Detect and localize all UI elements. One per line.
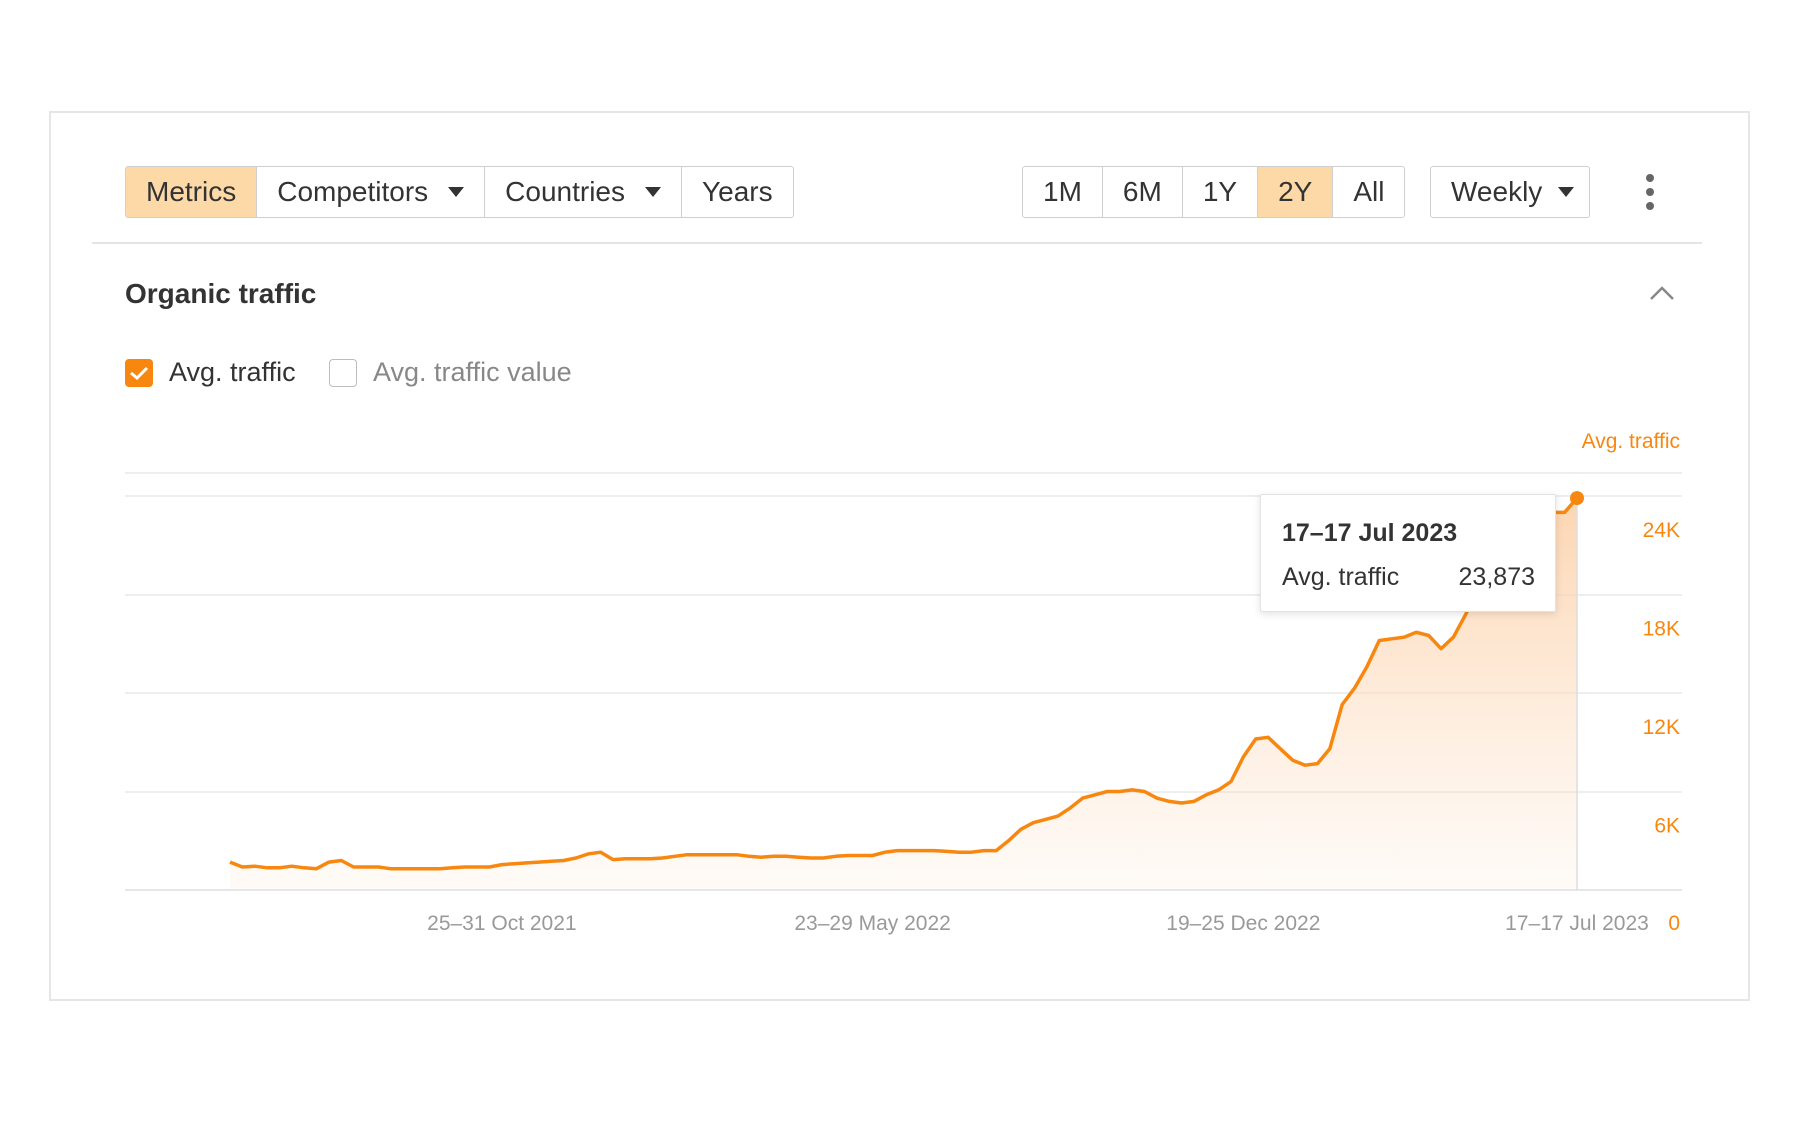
tab-label: Years <box>702 176 773 207</box>
toolbar-divider <box>92 242 1702 244</box>
tab-countries[interactable]: Countries <box>485 167 683 217</box>
y-tick-label: 12K <box>1643 716 1680 739</box>
caret-down-icon <box>1558 187 1575 197</box>
tab-competitors[interactable]: Competitors <box>257 167 486 217</box>
kebab-vertical-icon[interactable] <box>1644 174 1656 210</box>
caret-down-icon <box>645 187 662 197</box>
range-label: 6M <box>1122 176 1162 207</box>
range-label: 1M <box>1043 176 1082 207</box>
caret-down-icon <box>448 187 465 197</box>
series-line-avg-traffic[interactable] <box>229 496 1579 871</box>
y-tick-label: 0 <box>1668 912 1680 935</box>
checkbox-checked-icon[interactable] <box>125 358 153 387</box>
range-label: All <box>1353 176 1385 207</box>
range-1y[interactable]: 1Y <box>1183 167 1259 217</box>
tab-label: Competitors <box>277 176 429 207</box>
y-tick-label: 18K <box>1643 618 1680 641</box>
metric-label: Avg. traffic value <box>373 357 572 387</box>
tab-years[interactable]: Years <box>682 167 793 217</box>
chevron-up-icon[interactable] <box>1647 283 1677 303</box>
date-range-tabs: 1M 6M 1Y 2Y All <box>1022 166 1406 218</box>
y-axis-title: Avg. traffic <box>1582 430 1680 453</box>
view-tabs: Metrics Competitors Countries Years <box>125 166 794 218</box>
tab-label: Metrics <box>146 176 237 207</box>
tooltip-date: 17–17 Jul 2023 <box>1282 519 1458 547</box>
x-tick-label: 25–31 Oct 2021 <box>427 912 576 935</box>
highlight-point[interactable] <box>1570 491 1584 506</box>
range-1m[interactable]: 1M <box>1023 167 1103 217</box>
range-label: 1Y <box>1202 176 1238 207</box>
metric-toggle-avg-traffic[interactable]: Avg. traffic <box>125 357 296 388</box>
metric-label: Avg. traffic <box>169 357 296 387</box>
y-tick-label: 6K <box>1654 815 1680 838</box>
y-tick-label: 24K <box>1643 519 1680 542</box>
chart-tooltip: 17–17 Jul 2023 Avg. traffic 23,873 <box>1260 494 1556 612</box>
granularity-label: Weekly <box>1451 176 1543 207</box>
range-label: 2Y <box>1278 176 1313 207</box>
checkbox-unchecked-icon[interactable] <box>329 358 357 387</box>
tab-metrics[interactable]: Metrics <box>126 167 258 217</box>
section-title: Organic traffic <box>125 278 317 309</box>
x-tick-label: 17–17 Jul 2023 <box>1505 912 1649 935</box>
range-6m[interactable]: 6M <box>1103 167 1183 217</box>
tooltip-label: Avg. traffic <box>1282 563 1400 591</box>
x-tick-label: 23–29 May 2022 <box>794 912 950 935</box>
metric-toggle-avg-traffic-value[interactable]: Avg. traffic value <box>329 357 572 388</box>
area-fill <box>230 498 1577 890</box>
granularity-select[interactable]: Weekly <box>1430 166 1590 218</box>
tab-label: Countries <box>505 176 626 207</box>
x-tick-label: 19–25 Dec 2022 <box>1166 912 1320 935</box>
range-2y[interactable]: 2Y <box>1258 167 1334 217</box>
range-all[interactable]: All <box>1333 167 1404 217</box>
tooltip-value: 23,873 <box>1458 563 1535 591</box>
